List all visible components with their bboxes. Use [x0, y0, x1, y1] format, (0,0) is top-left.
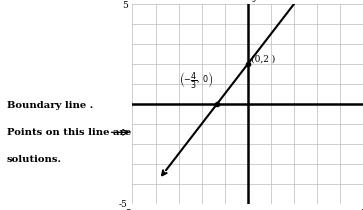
Text: (0,2 ): (0,2 ) [251, 54, 276, 63]
Text: y: y [251, 0, 257, 2]
Text: Boundary line .: Boundary line . [7, 101, 93, 109]
Text: Points on this line are: Points on this line are [7, 128, 131, 137]
Text: $\left(-\dfrac{4}{3},\,0\right)$: $\left(-\dfrac{4}{3},\,0\right)$ [179, 71, 213, 91]
Text: solutions.: solutions. [7, 155, 62, 164]
